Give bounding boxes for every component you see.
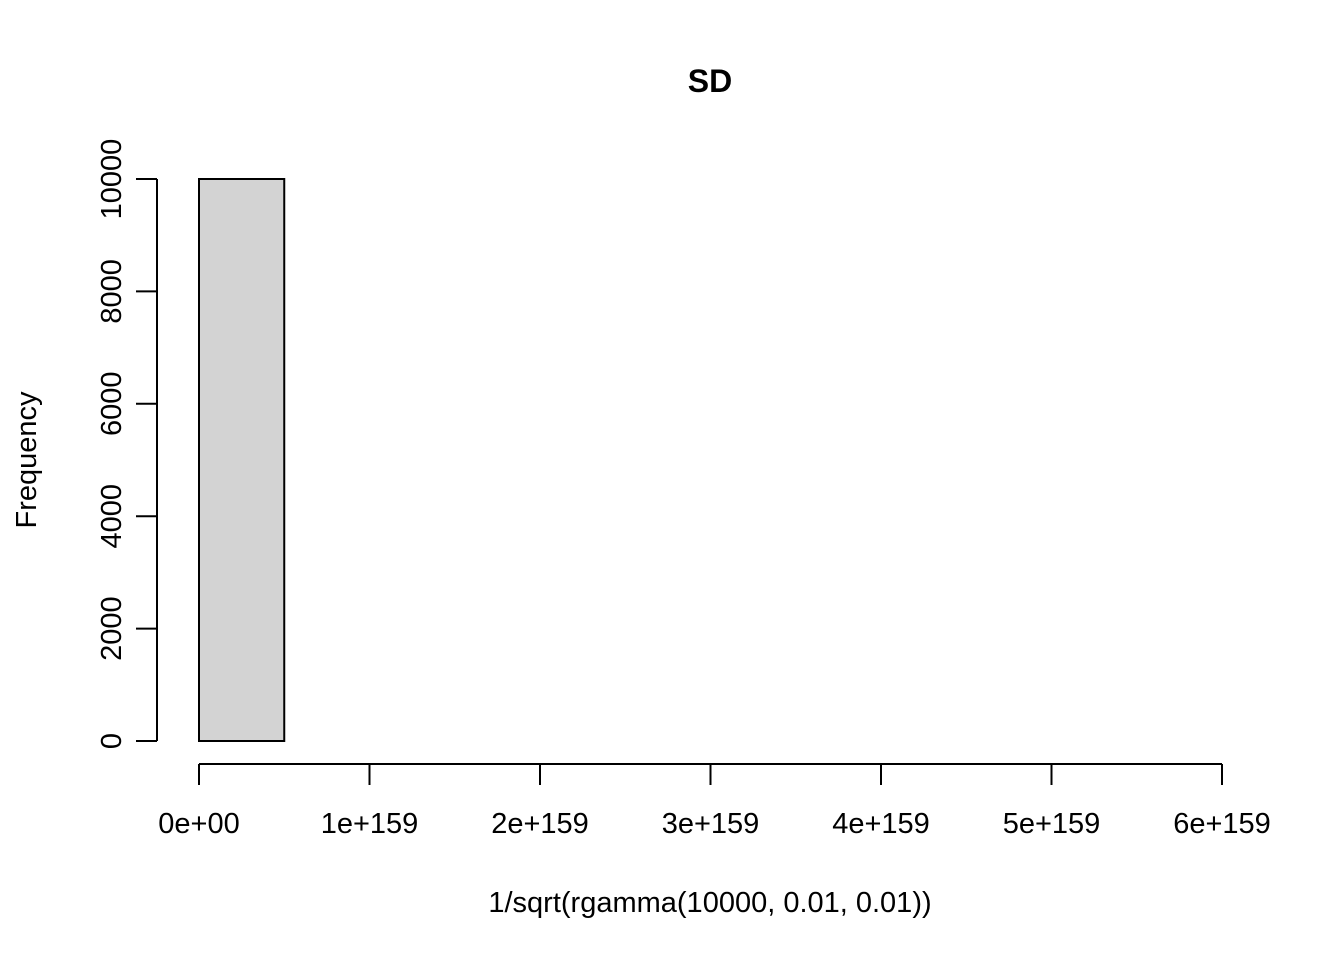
- x-tick-label: 1e+159: [321, 808, 419, 840]
- y-tick-label: 10000: [96, 139, 128, 220]
- x-axis-label: 1/sqrt(rgamma(10000, 0.01, 0.01)): [488, 887, 931, 919]
- x-axis: 0e+00 1e+159 2e+159 3e+159 4e+159 5e+159 6e+15…: [158, 763, 1271, 840]
- x-tick-label: 6e+159: [1173, 808, 1271, 840]
- x-tick-label: 5e+159: [1003, 808, 1101, 840]
- histogram-bars: [198, 178, 286, 742]
- x-tick-label: 0e+00: [158, 808, 239, 840]
- x-tick-label: 4e+159: [832, 808, 930, 840]
- y-tick-label: 2000: [96, 596, 128, 661]
- x-tick-label: 3e+159: [662, 808, 760, 840]
- y-tick-label: 0: [96, 733, 128, 749]
- histogram-bar: [198, 178, 286, 742]
- y-tick-label: 6000: [96, 372, 128, 437]
- chart-title: SD: [688, 63, 732, 99]
- x-tick-label: 2e+159: [491, 808, 589, 840]
- y-axis-label: Frequency: [11, 391, 43, 529]
- y-tick-label: 8000: [96, 259, 128, 324]
- y-tick-label: 4000: [96, 484, 128, 549]
- y-axis: 0 2000 4000 6000 8000 10000: [96, 139, 158, 749]
